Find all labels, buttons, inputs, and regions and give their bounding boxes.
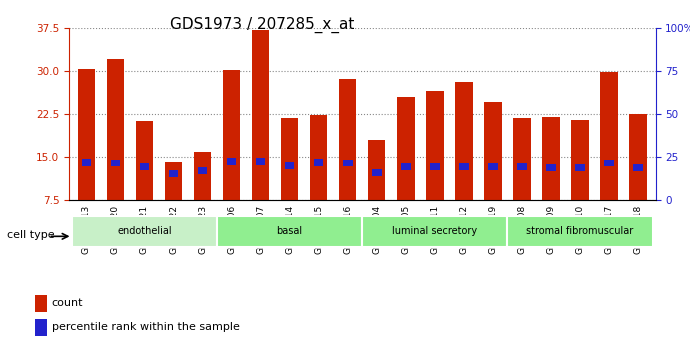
- Bar: [629, 114, 647, 200]
- Bar: [484, 102, 502, 200]
- Bar: [281, 118, 298, 200]
- Bar: [546, 164, 555, 171]
- Bar: [401, 163, 411, 170]
- FancyBboxPatch shape: [362, 216, 507, 247]
- Bar: [604, 159, 614, 167]
- Bar: [426, 91, 444, 200]
- Bar: [285, 162, 295, 169]
- Text: basal: basal: [277, 226, 303, 236]
- Bar: [600, 72, 618, 200]
- Bar: [194, 152, 211, 200]
- Bar: [110, 159, 120, 167]
- Bar: [34, 319, 47, 336]
- Bar: [430, 163, 440, 170]
- Bar: [169, 170, 178, 177]
- Bar: [397, 97, 415, 200]
- Text: stromal fibromuscular: stromal fibromuscular: [526, 226, 633, 236]
- Bar: [517, 163, 526, 170]
- Text: percentile rank within the sample: percentile rank within the sample: [52, 323, 239, 333]
- Bar: [633, 164, 643, 171]
- Bar: [81, 159, 91, 166]
- FancyBboxPatch shape: [217, 216, 362, 247]
- Bar: [339, 79, 357, 200]
- Bar: [165, 161, 182, 200]
- Bar: [198, 167, 208, 174]
- Text: luminal secretory: luminal secretory: [393, 226, 477, 236]
- Bar: [372, 169, 382, 176]
- Bar: [136, 121, 153, 200]
- Bar: [488, 163, 497, 170]
- Bar: [252, 30, 269, 200]
- Bar: [107, 59, 124, 200]
- Bar: [310, 115, 328, 200]
- Bar: [513, 118, 531, 200]
- Bar: [455, 82, 473, 200]
- Bar: [368, 140, 386, 200]
- Bar: [78, 69, 95, 200]
- Bar: [227, 158, 237, 165]
- Bar: [256, 158, 266, 165]
- FancyBboxPatch shape: [72, 216, 217, 247]
- Bar: [459, 163, 469, 170]
- Bar: [314, 159, 324, 166]
- Text: count: count: [52, 298, 83, 308]
- Bar: [223, 70, 240, 200]
- FancyBboxPatch shape: [507, 216, 653, 247]
- Text: GDS1973 / 207285_x_at: GDS1973 / 207285_x_at: [170, 17, 355, 33]
- Text: endothelial: endothelial: [117, 226, 172, 236]
- Bar: [575, 164, 585, 171]
- Bar: [343, 159, 353, 167]
- Bar: [571, 120, 589, 200]
- Bar: [139, 163, 149, 170]
- Bar: [542, 117, 560, 200]
- Bar: [34, 295, 47, 312]
- Text: cell type: cell type: [7, 230, 55, 239]
